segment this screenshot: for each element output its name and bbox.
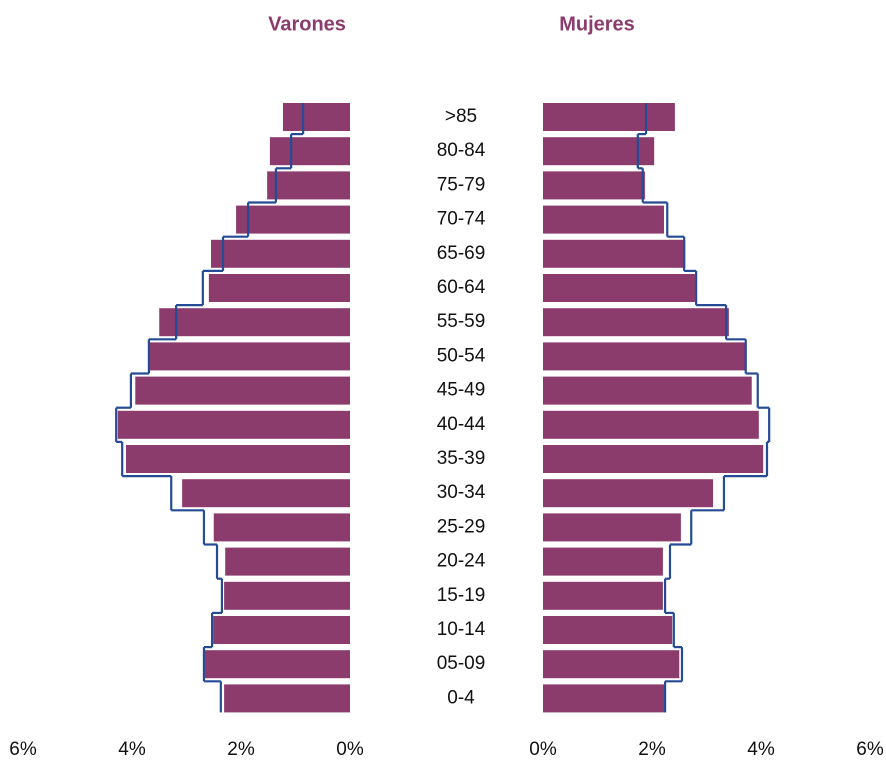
category-label: 10-14 [437, 619, 486, 640]
bar [224, 684, 350, 713]
bar [543, 239, 686, 268]
bar [135, 376, 350, 405]
bar [543, 445, 764, 473]
bar [149, 342, 350, 371]
bar [543, 342, 746, 371]
bar [208, 274, 350, 302]
bar [543, 547, 663, 576]
bar [543, 513, 681, 542]
bar [126, 445, 350, 473]
category-label: 75-79 [437, 174, 486, 195]
bar [213, 513, 350, 542]
category-label: 80-84 [437, 140, 486, 161]
panel-title: Mujeres [559, 13, 635, 35]
x-tick-label: 0% [336, 739, 364, 760]
panel-title: Varones [268, 13, 346, 35]
category-label: 40-44 [437, 414, 486, 435]
bar [269, 137, 350, 166]
x-tick-label: 6% [9, 739, 37, 760]
bar [543, 616, 673, 644]
bar [543, 171, 645, 200]
category-label: 65-69 [437, 243, 486, 264]
bar [543, 581, 663, 610]
category-label: 15-19 [437, 585, 486, 606]
bar [543, 684, 666, 713]
category-label: 05-09 [437, 653, 486, 674]
bar [543, 376, 752, 405]
x-tick-label: 6% [856, 739, 884, 760]
category-label: >85 [445, 106, 477, 127]
bar [236, 205, 350, 234]
x-tick-label: 2% [227, 739, 255, 760]
bar [117, 410, 350, 439]
category-label: 50-54 [437, 345, 486, 366]
bar [543, 205, 664, 234]
bar [543, 650, 680, 679]
bar [224, 581, 350, 610]
bar [211, 239, 350, 268]
x-tick-label: 0% [529, 739, 557, 760]
category-label: 20-24 [437, 551, 486, 572]
category-label: 25-29 [437, 516, 486, 537]
bar [159, 308, 350, 337]
bar [543, 103, 675, 131]
bar [205, 650, 350, 679]
bar [182, 479, 350, 508]
category-label: 45-49 [437, 380, 486, 401]
category-label: 30-34 [437, 482, 486, 503]
x-tick-label: 4% [747, 739, 775, 760]
bar [543, 479, 714, 508]
category-label: 60-64 [437, 277, 486, 298]
bar [282, 103, 350, 131]
bar [543, 137, 655, 166]
category-label: 55-59 [437, 311, 486, 332]
bar [543, 308, 729, 337]
x-tick-label: 2% [638, 739, 666, 760]
category-label: 35-39 [437, 448, 486, 469]
bar [543, 274, 696, 302]
bar [267, 171, 350, 200]
bar [213, 616, 350, 644]
bar [543, 410, 759, 439]
category-label: 0-4 [447, 687, 475, 708]
x-tick-label: 4% [118, 739, 146, 760]
bar [225, 547, 350, 576]
category-label: 70-74 [437, 209, 486, 230]
